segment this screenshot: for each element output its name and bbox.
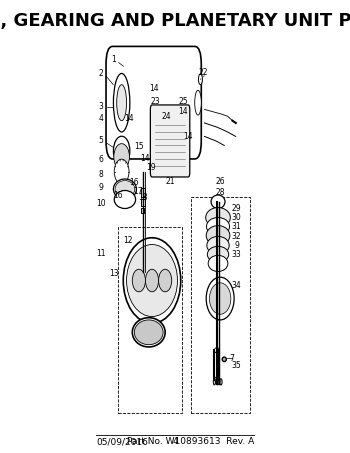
Text: 14: 14 (178, 107, 188, 116)
Text: 32: 32 (232, 232, 242, 241)
Text: 14: 14 (183, 132, 193, 141)
Text: 29: 29 (232, 204, 242, 213)
Ellipse shape (195, 90, 201, 115)
Ellipse shape (115, 181, 135, 198)
Circle shape (198, 74, 202, 85)
Ellipse shape (132, 269, 146, 292)
Ellipse shape (206, 207, 230, 227)
FancyBboxPatch shape (106, 46, 201, 159)
Text: 23: 23 (150, 97, 160, 106)
Text: 8: 8 (98, 170, 103, 179)
Text: 5: 5 (98, 136, 103, 145)
Text: 34: 34 (232, 281, 242, 290)
Ellipse shape (207, 236, 229, 255)
Ellipse shape (208, 255, 228, 271)
FancyBboxPatch shape (150, 105, 190, 177)
Circle shape (217, 379, 219, 385)
Ellipse shape (211, 195, 225, 208)
Text: 1: 1 (111, 54, 116, 63)
Text: 17: 17 (133, 187, 142, 196)
Ellipse shape (113, 136, 130, 165)
Text: 14: 14 (150, 84, 159, 93)
Text: 28: 28 (216, 188, 225, 197)
Text: 9: 9 (98, 183, 103, 192)
Ellipse shape (222, 357, 226, 361)
Text: 7: 7 (229, 354, 234, 363)
Ellipse shape (215, 347, 219, 353)
Text: 05/09/2016: 05/09/2016 (96, 437, 148, 446)
Text: 10: 10 (96, 199, 105, 208)
Ellipse shape (206, 217, 230, 236)
Ellipse shape (206, 226, 230, 246)
Ellipse shape (210, 283, 231, 314)
Text: 4: 4 (172, 437, 178, 446)
Text: 30: 30 (232, 213, 242, 222)
Ellipse shape (127, 245, 177, 317)
Ellipse shape (114, 190, 135, 208)
Text: 12: 12 (124, 236, 133, 246)
Text: 16: 16 (113, 191, 123, 200)
Ellipse shape (215, 377, 219, 382)
Bar (191, 197, 250, 413)
Text: 11: 11 (96, 249, 105, 258)
Text: 22: 22 (198, 68, 208, 77)
Ellipse shape (117, 85, 127, 120)
Text: 6: 6 (98, 155, 103, 164)
Ellipse shape (159, 269, 172, 292)
Text: 21: 21 (166, 177, 175, 186)
Ellipse shape (114, 159, 129, 184)
Text: 35: 35 (232, 361, 242, 370)
Ellipse shape (113, 73, 130, 132)
Bar (141, 207, 144, 213)
Ellipse shape (146, 269, 159, 292)
Text: 33: 33 (232, 250, 242, 259)
Text: 31: 31 (232, 222, 242, 231)
Ellipse shape (113, 179, 136, 199)
Ellipse shape (206, 277, 234, 320)
Text: CASE, GEARING AND PLANETARY UNIT PARTS: CASE, GEARING AND PLANETARY UNIT PARTS (0, 12, 350, 30)
Text: 13: 13 (110, 269, 119, 278)
Text: 19: 19 (146, 163, 156, 172)
Text: 16: 16 (130, 178, 139, 187)
Bar (118, 226, 182, 413)
Circle shape (213, 379, 216, 385)
Text: 14: 14 (140, 154, 150, 164)
Circle shape (220, 379, 222, 385)
Text: 18: 18 (138, 193, 147, 202)
Text: 3: 3 (98, 102, 103, 111)
Text: 25: 25 (178, 97, 188, 106)
Ellipse shape (123, 238, 181, 323)
Text: 15: 15 (134, 142, 144, 151)
Text: 26: 26 (216, 177, 225, 186)
Text: Part No. W10893613  Rev. A: Part No. W10893613 Rev. A (127, 437, 254, 446)
Text: 14: 14 (124, 114, 133, 123)
Text: 2: 2 (98, 69, 103, 78)
Text: 4: 4 (98, 114, 103, 123)
Ellipse shape (114, 144, 130, 170)
Ellipse shape (207, 246, 229, 263)
Bar (141, 199, 145, 206)
Text: 9: 9 (234, 241, 239, 250)
Text: 24: 24 (161, 112, 171, 121)
Ellipse shape (132, 318, 165, 347)
Ellipse shape (134, 320, 163, 345)
Bar (141, 188, 146, 197)
